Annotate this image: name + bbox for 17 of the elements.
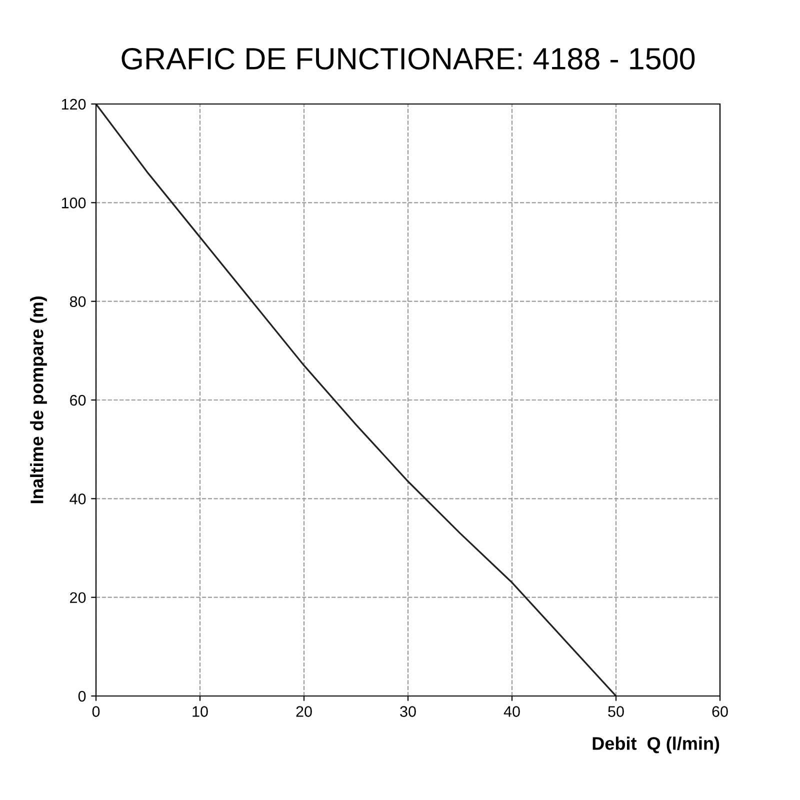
x-tick-label: 30	[400, 706, 416, 717]
x-tick-label: 40	[504, 706, 520, 717]
y-tick-label: 60	[70, 394, 86, 406]
chart-title: GRAFIC DE FUNCTIONARE: 4188 - 1500	[122, 48, 695, 70]
y-tick-label: 20	[70, 592, 86, 604]
y-tick-label: 100	[62, 198, 86, 208]
y-tick-label: 80	[70, 296, 86, 308]
y-tick-label: 120	[62, 98, 86, 110]
x-tick-label: 10	[192, 706, 208, 717]
y-tick-label: 0	[78, 690, 86, 702]
y-axis-title: Inaltime de pompare (m)	[30, 296, 47, 504]
x-axis-title: Debit Q (l/min)	[592, 736, 720, 754]
y-tick-label: 40	[70, 494, 86, 504]
x-tick-label: 0	[92, 706, 100, 717]
x-tick-label: 20	[296, 706, 312, 717]
x-tick-label: 50	[608, 706, 624, 717]
x-tick-label: 60	[712, 706, 728, 717]
